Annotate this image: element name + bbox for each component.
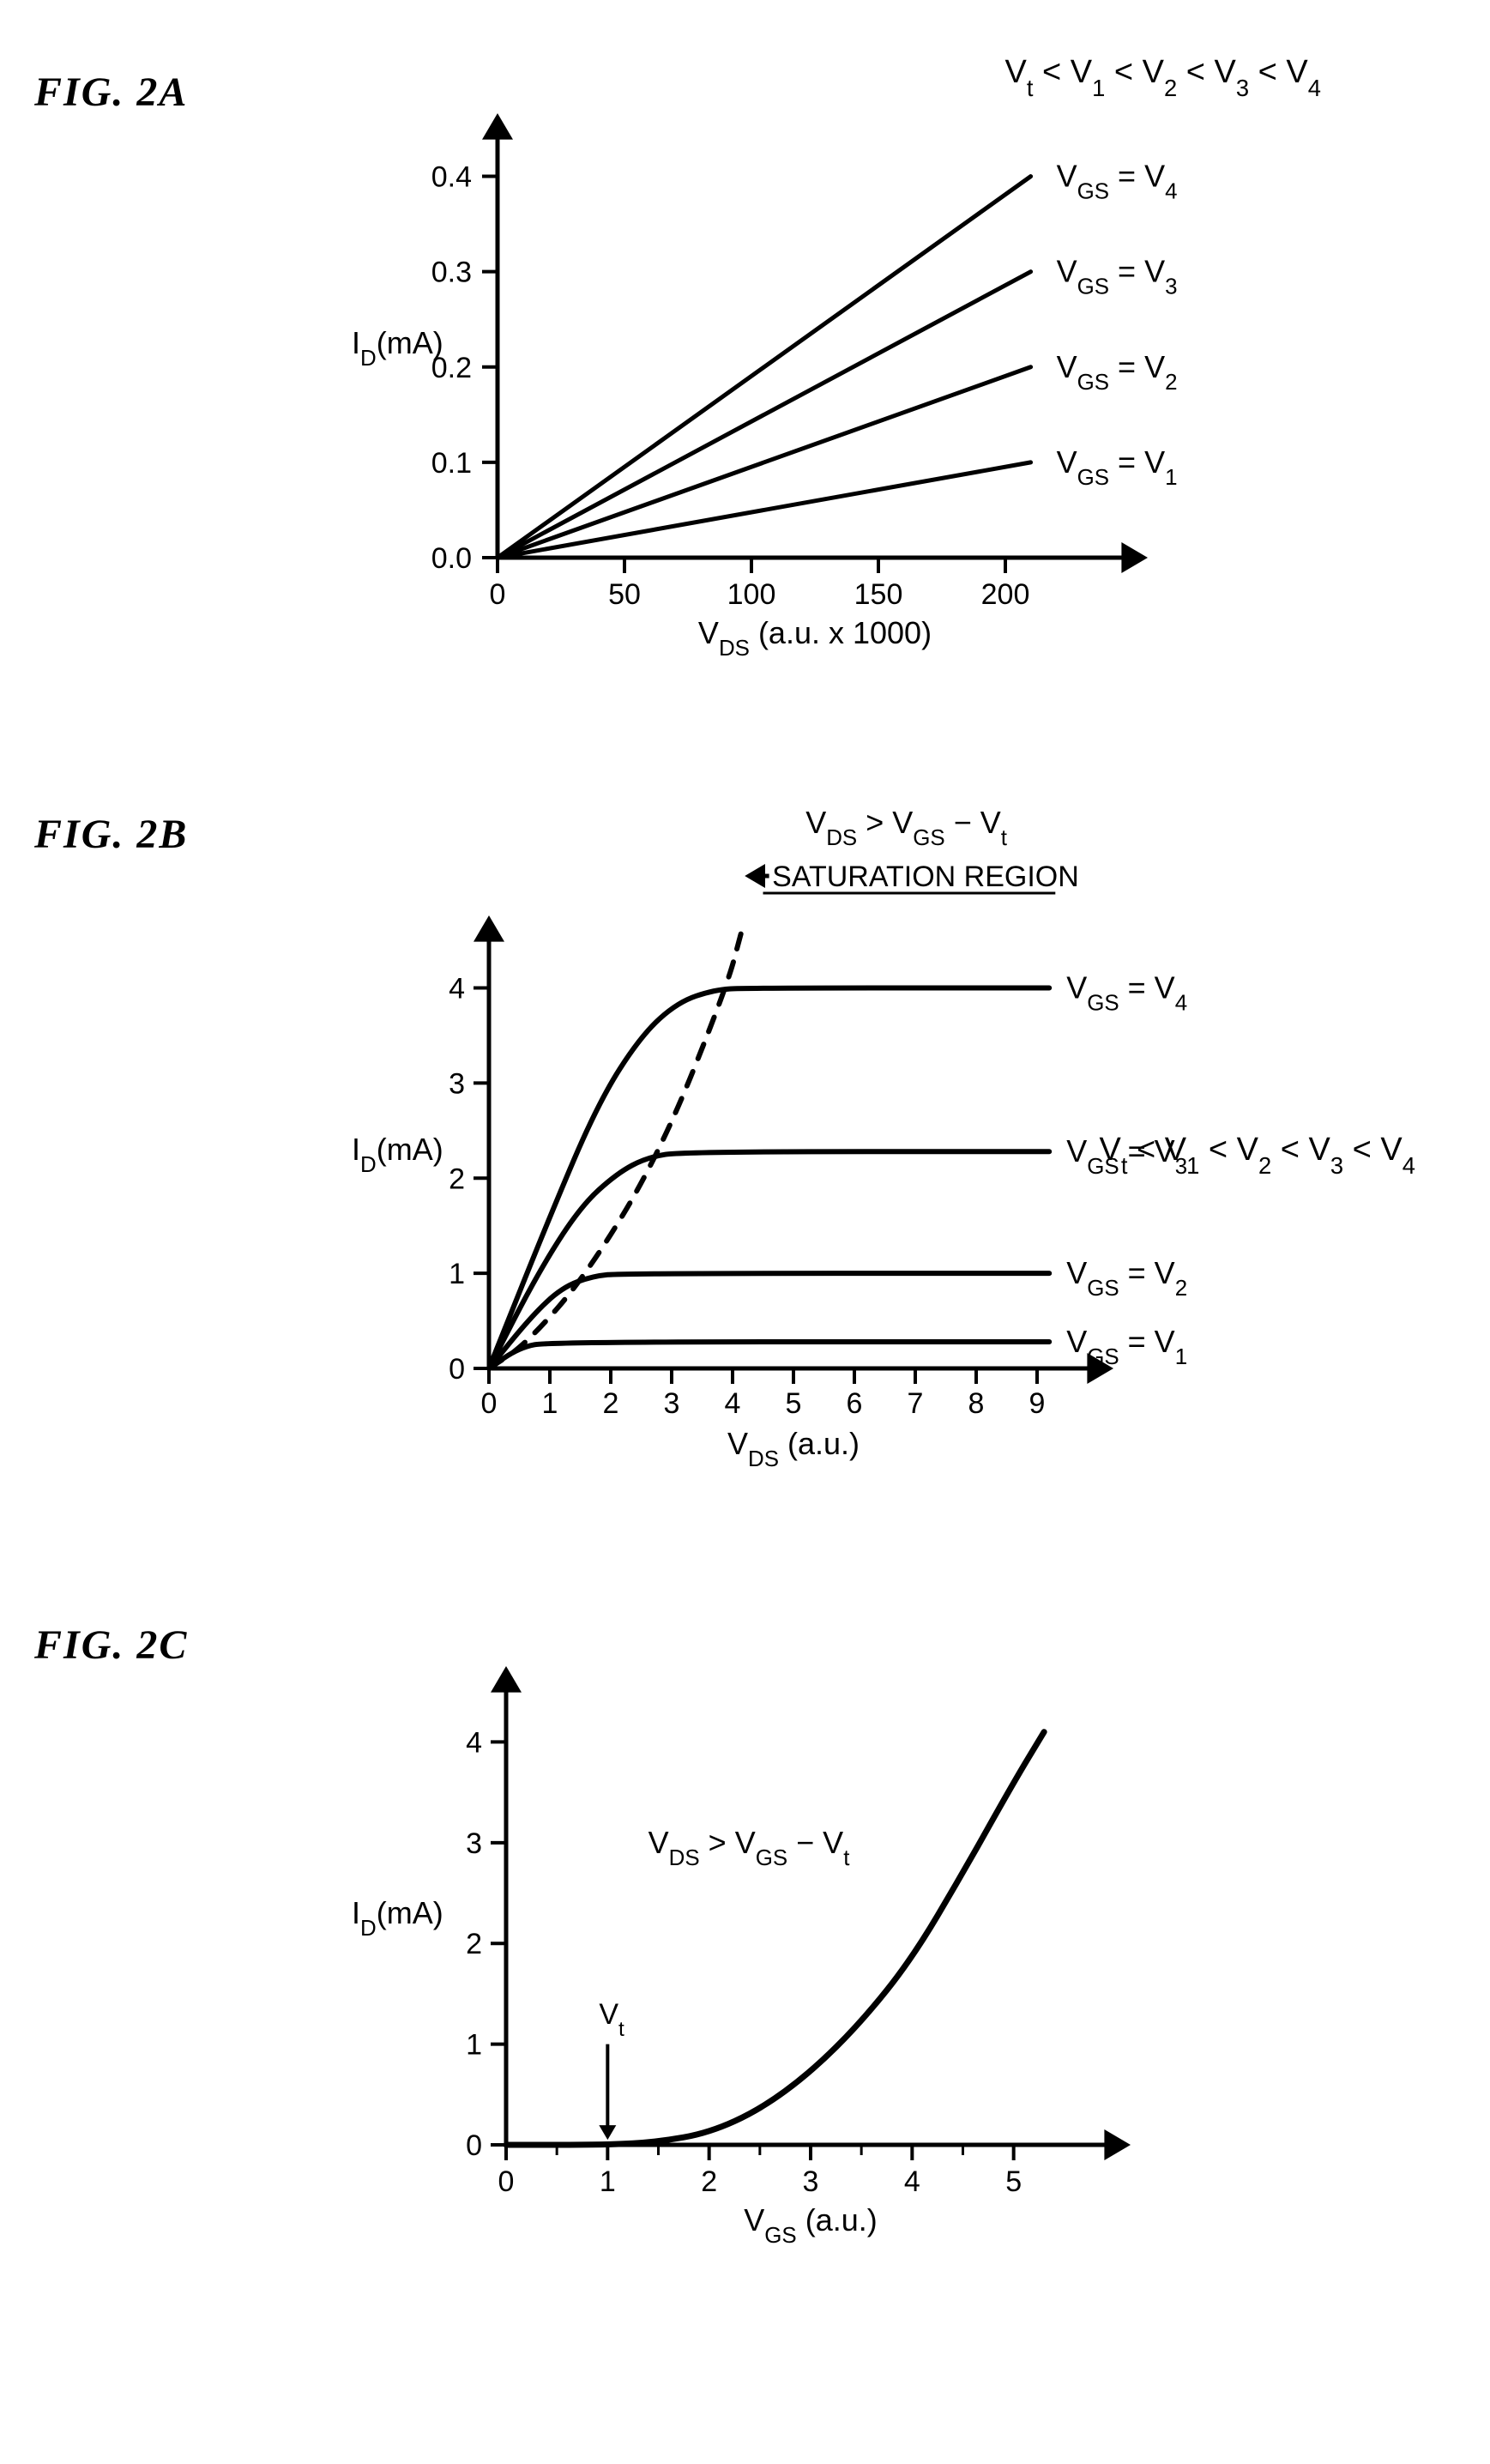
svg-text:0: 0 bbox=[498, 2165, 515, 2198]
svg-text:6: 6 bbox=[847, 1387, 863, 1420]
svg-text:1: 1 bbox=[542, 1387, 558, 1420]
svg-text:4: 4 bbox=[904, 2165, 920, 2198]
svg-text:5: 5 bbox=[786, 1387, 802, 1420]
svg-text:4: 4 bbox=[449, 973, 465, 1006]
svg-text:0.4: 0.4 bbox=[431, 161, 472, 194]
svg-text:1: 1 bbox=[449, 1258, 465, 1290]
svg-text:0: 0 bbox=[490, 578, 506, 611]
svg-text:0.1: 0.1 bbox=[431, 447, 472, 480]
chart-2c: 0 1 2 3 4 5 0 1 2 3 4 ID(mA) VGS (a.u.) VDS > VGS − V… bbox=[326, 1604, 1270, 2261]
figure-2c: FIG. 2C 0 1 2 3 4 5 0 1 2 3 4 ID(mA) VGS (a.u.) VDS >… bbox=[34, 1604, 1456, 2261]
fig-2c-label: FIG. 2C bbox=[34, 1604, 326, 1669]
svg-text:5: 5 bbox=[1005, 2165, 1022, 2198]
svg-text:VGS = V4: VGS = V4 bbox=[1057, 159, 1178, 204]
svg-text:0.3: 0.3 bbox=[431, 257, 472, 289]
svg-text:2: 2 bbox=[603, 1387, 619, 1420]
svg-text:0: 0 bbox=[466, 2129, 482, 2162]
svg-text:100: 100 bbox=[727, 578, 776, 611]
svg-text:150: 150 bbox=[854, 578, 903, 611]
svg-text:2: 2 bbox=[701, 2165, 717, 2198]
svg-text:2: 2 bbox=[449, 1163, 465, 1195]
chart-2a-svg: 0501001502000.00.10.20.30.4ID(mA)VDS (a.… bbox=[326, 51, 1355, 669]
svg-text:50: 50 bbox=[608, 578, 641, 611]
svg-text:8: 8 bbox=[968, 1387, 985, 1420]
fig-2b-label: FIG. 2B bbox=[34, 794, 326, 858]
svg-text:3: 3 bbox=[803, 2165, 819, 2198]
svg-text:0: 0 bbox=[481, 1387, 498, 1420]
svg-text:VDS > VGS − Vt: VDS > VGS − Vt bbox=[805, 805, 1008, 850]
svg-text:ID(mA): ID(mA) bbox=[352, 1132, 443, 1177]
figure-2b: FIG. 2B 0 1 2 3 4 5 6 7 8 9 0 1 2 3 4 ID(mA) VDS (a.u.) V… bbox=[34, 794, 1456, 1484]
svg-text:3: 3 bbox=[664, 1387, 680, 1420]
svg-text:4: 4 bbox=[725, 1387, 741, 1420]
svg-text:VDS (a.u. x 1000): VDS (a.u. x 1000) bbox=[698, 615, 932, 661]
svg-text:VGS = V2: VGS = V2 bbox=[1066, 1255, 1187, 1301]
chart-2b-svg: 0 1 2 3 4 5 6 7 8 9 0 1 2 3 4 ID(mA) VDS (a.u.) VGS = V1 V… bbox=[326, 794, 1424, 1480]
svg-text:VDS > VGS − Vt: VDS > VGS − Vt bbox=[648, 1825, 851, 1870]
svg-text:3: 3 bbox=[466, 1827, 482, 1860]
svg-text:0.0: 0.0 bbox=[431, 542, 472, 575]
svg-text:Vt < V1 < V2 < V3 < V4: Vt < V1 < V2 < V3 < V4 bbox=[1100, 1132, 1415, 1179]
chart-2c-svg: 0 1 2 3 4 5 0 1 2 3 4 ID(mA) VGS (a.u.) VDS > VGS − V… bbox=[326, 1604, 1270, 2256]
svg-text:Vt < V1 < V2 < V3 < V4: Vt < V1 < V2 < V3 < V4 bbox=[1005, 54, 1321, 101]
svg-text:VGS = V1: VGS = V1 bbox=[1057, 444, 1178, 490]
svg-text:3: 3 bbox=[449, 1067, 465, 1100]
svg-text:VGS = V4: VGS = V4 bbox=[1066, 970, 1187, 1016]
svg-text:200: 200 bbox=[981, 578, 1030, 611]
figure-2a: FIG. 2A 0501001502000.00.10.20.30.4ID(mA… bbox=[34, 51, 1456, 673]
svg-text:SATURATION REGION: SATURATION REGION bbox=[772, 861, 1079, 893]
svg-text:ID(mA): ID(mA) bbox=[352, 325, 443, 371]
svg-text:0: 0 bbox=[449, 1353, 465, 1386]
svg-text:VGS = V2: VGS = V2 bbox=[1057, 349, 1178, 395]
svg-text:VGS (a.u.): VGS (a.u.) bbox=[744, 2202, 877, 2248]
svg-text:ID(mA): ID(mA) bbox=[352, 1895, 443, 1941]
svg-text:1: 1 bbox=[600, 2165, 616, 2198]
fig-2a-label: FIG. 2A bbox=[34, 51, 326, 116]
svg-text:Vt: Vt bbox=[599, 1998, 624, 2041]
svg-text:7: 7 bbox=[908, 1387, 924, 1420]
svg-text:1: 1 bbox=[466, 2029, 482, 2062]
chart-2a: 0501001502000.00.10.20.30.4ID(mA)VDS (a.… bbox=[326, 51, 1355, 673]
svg-text:VDS (a.u.): VDS (a.u.) bbox=[727, 1426, 860, 1471]
svg-text:9: 9 bbox=[1029, 1387, 1046, 1420]
chart-2b: 0 1 2 3 4 5 6 7 8 9 0 1 2 3 4 ID(mA) VDS (a.u.) VGS = V1 V… bbox=[326, 794, 1424, 1484]
svg-text:VGS = V1: VGS = V1 bbox=[1066, 1324, 1187, 1369]
svg-text:4: 4 bbox=[466, 1726, 482, 1759]
svg-text:2: 2 bbox=[466, 1928, 482, 1960]
svg-text:VGS = V3: VGS = V3 bbox=[1057, 254, 1178, 299]
